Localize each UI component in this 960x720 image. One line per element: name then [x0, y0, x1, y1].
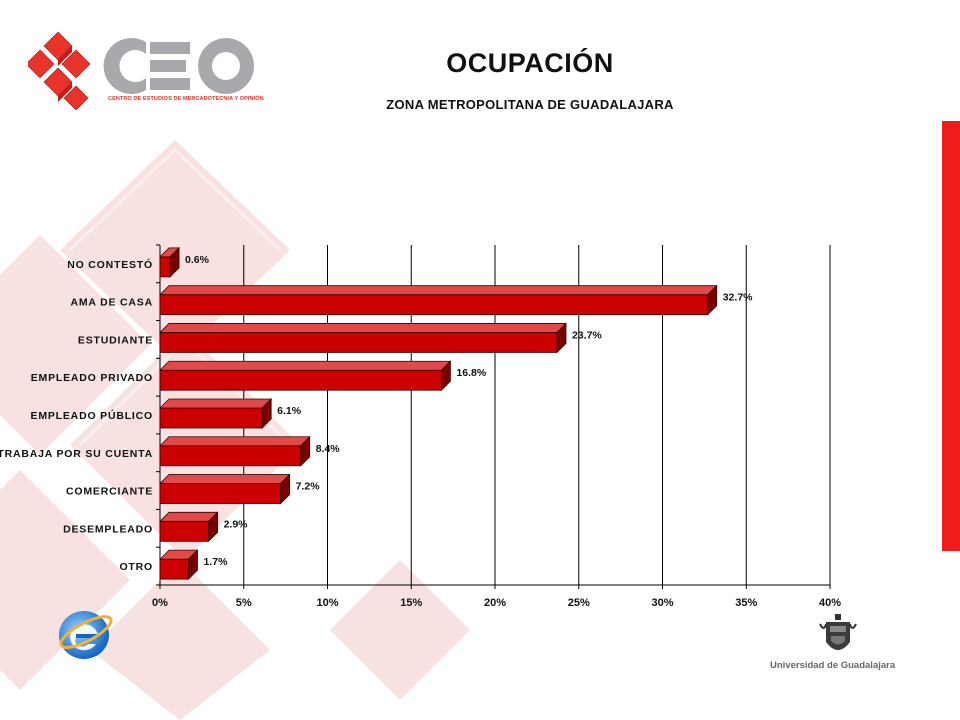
y-tick-label: OTRO: [119, 561, 153, 573]
page-title: OCUPACIÓN: [446, 48, 614, 78]
x-tick-label: 5%: [236, 597, 252, 609]
bar: [159, 407, 263, 429]
bar-side-face: [707, 284, 718, 316]
x-tick-label: 25%: [568, 597, 590, 609]
bar-top-face: [159, 323, 567, 333]
bar-side-face: [440, 360, 451, 392]
accent-bar: [942, 121, 960, 551]
data-label: 23.7%: [572, 329, 602, 341]
y-tick-label: ESTUDIANTE: [78, 334, 153, 346]
bar: [159, 483, 281, 504]
y-tick-label: EMPLEADO PRIVADO: [31, 372, 153, 384]
page-subtitle: ZONA METROPOLITANA DE GUADALAJARA: [386, 97, 674, 112]
ceo-logo-icon: [28, 31, 255, 110]
x-tick-label: 40%: [819, 597, 841, 609]
data-label: 1.7%: [203, 556, 228, 568]
y-tick-label: EMPLEADO PÚBLICO: [31, 409, 153, 422]
x-tick-label: 0%: [152, 597, 168, 609]
bar-top-face: [159, 285, 718, 296]
bar-top-face: [159, 511, 219, 522]
bar-side-face: [556, 322, 567, 354]
bar-side-face: [188, 549, 198, 581]
y-tick-label: COMERCIANTE: [66, 486, 153, 498]
bar: [159, 558, 189, 580]
logo-tagline: CENTRO DE ESTUDIOS DE MERCADOTECNIA Y OP…: [108, 96, 264, 102]
data-label: 0.6%: [185, 254, 210, 266]
bar: [159, 445, 302, 467]
internet-explorer-icon: [59, 611, 113, 659]
bar: [159, 256, 171, 278]
udg-crest-icon: [819, 614, 857, 650]
bar-top-face: [159, 360, 452, 371]
y-tick-label: NO CONTESTÓ: [67, 258, 153, 271]
bar: [159, 520, 209, 542]
bar: [159, 369, 442, 391]
data-label: 7.2%: [296, 481, 321, 493]
x-tick-label: 30%: [651, 597, 673, 609]
udg-label: Universidad de Guadalajara: [770, 660, 896, 671]
data-label: 2.9%: [224, 518, 249, 530]
bar: [159, 332, 558, 353]
bar-side-face: [280, 473, 291, 505]
y-tick-label: DESEMPLEADO: [63, 523, 153, 535]
x-tick-label: 20%: [484, 597, 506, 609]
x-tick-label: 10%: [316, 597, 338, 609]
data-label: 6.1%: [277, 405, 302, 417]
bar-side-face: [261, 398, 272, 429]
bar-top-face: [159, 436, 311, 447]
x-tick-label: 15%: [400, 597, 422, 609]
data-label: 16.8%: [456, 367, 486, 379]
bar-side-face: [169, 246, 180, 278]
data-label: 8.4%: [316, 443, 341, 455]
bar-side-face: [208, 511, 218, 543]
y-tick-label: TRABAJA POR SU CUENTA: [0, 448, 153, 460]
bar-side-face: [300, 435, 311, 467]
bar-top-face: [159, 474, 291, 484]
y-tick-label: AMA DE CASA: [71, 297, 154, 309]
bar-top-face: [159, 398, 273, 409]
data-label: 32.7%: [723, 292, 753, 304]
x-tick-label: 35%: [735, 597, 757, 609]
bar: [159, 294, 709, 316]
